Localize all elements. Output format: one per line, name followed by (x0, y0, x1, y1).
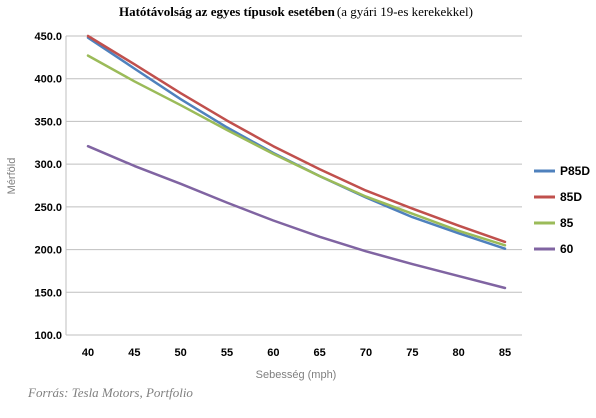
series-line-60 (86, 144, 507, 290)
y-tick-label: 350.0 (34, 116, 62, 128)
x-tick-label: 60 (267, 347, 279, 359)
x-axis-title: Sebesség (mph) (256, 369, 337, 381)
axis-layer: 100.0 150.0 200.0 250.0 300.0 350.0 400.0 450.0… (34, 31, 511, 359)
chart-title-main: Hatótávolság az egyes típusok esetében (119, 4, 336, 19)
y-tick-label: 200.0 (34, 245, 62, 257)
x-tick-label: 50 (175, 347, 187, 359)
x-tick-label: 65 (314, 347, 326, 359)
y-tick-label: 450.0 (34, 31, 62, 43)
y-tick-label: 100.0 (34, 330, 62, 342)
x-tick-label: 55 (221, 347, 233, 359)
legend-label: 85D (560, 190, 582, 204)
legend-label: P85D (560, 164, 590, 178)
series-line-85d (86, 34, 507, 244)
source-note: Forrás: Tesla Motors, Portfolio (28, 385, 193, 400)
series-layer (86, 34, 507, 290)
chart-title-sub: (a gyári 19-es kerekekkel) (337, 4, 473, 19)
y-axis-title: Mérföld (6, 158, 18, 195)
x-tick-label: 85 (499, 347, 511, 359)
x-tick-label: 75 (406, 347, 418, 359)
y-tick-label: 150.0 (34, 287, 62, 299)
x-tick-label: 70 (360, 347, 372, 359)
legend-label: 85 (560, 216, 574, 230)
y-tick-label: 400.0 (34, 74, 62, 86)
x-tick-label: 80 (453, 347, 465, 359)
series-line-85 (86, 54, 507, 247)
y-tick-label: 250.0 (34, 202, 62, 214)
series-line-p85d (86, 36, 507, 250)
y-tick-label: 300.0 (34, 159, 62, 171)
x-tick-label: 40 (82, 347, 94, 359)
legend: P85D 85D 85 60 (534, 164, 590, 256)
chart-title: Hatótávolság az egyes típusok esetében (a… (119, 4, 473, 19)
x-tick-label: 45 (128, 347, 140, 359)
legend-label: 60 (560, 242, 574, 256)
